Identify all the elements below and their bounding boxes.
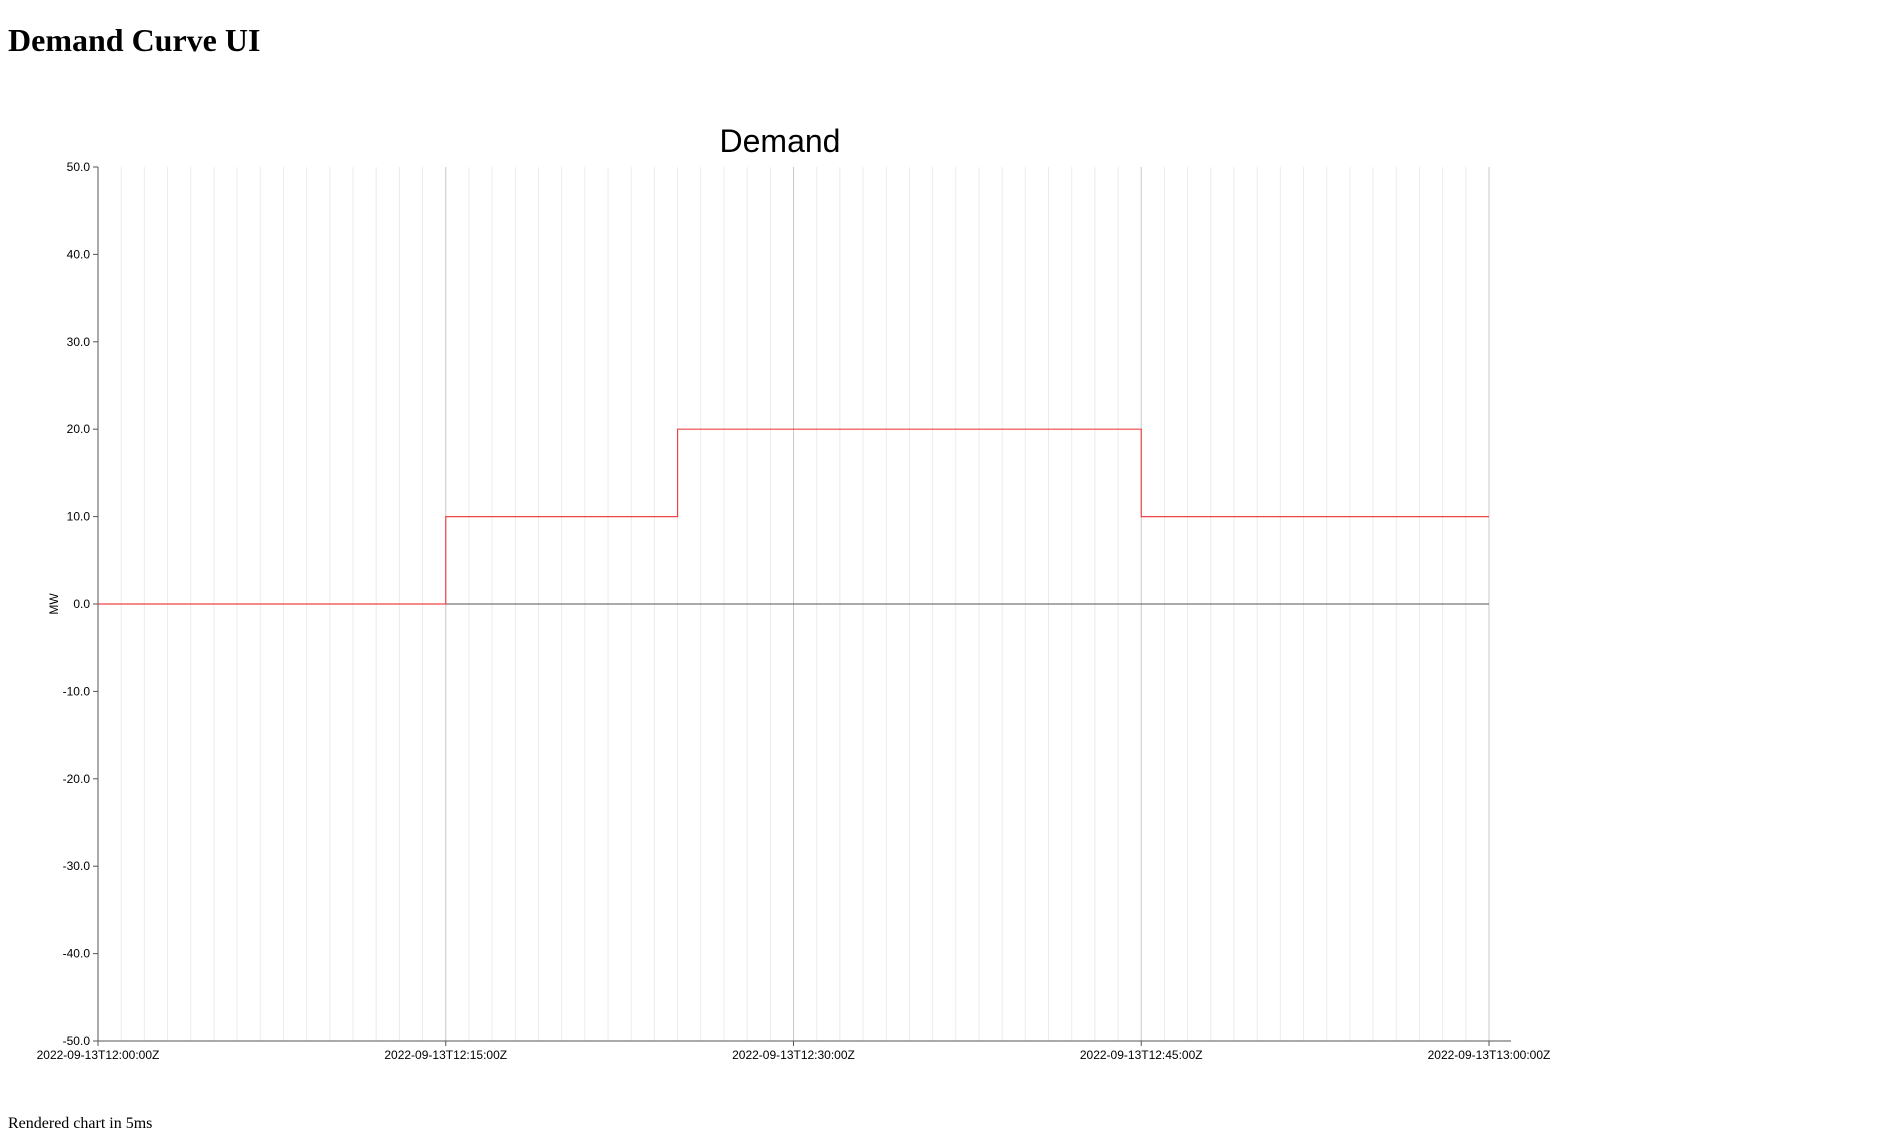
y-axis-label: MW — [47, 593, 61, 615]
render-time-note: Rendered chart in 5ms — [8, 1115, 153, 1132]
page-title: Demand Curve UI — [8, 22, 261, 58]
y-tick-label: 50.0 — [67, 160, 91, 174]
y-tick-label: 40.0 — [67, 247, 91, 261]
y-tick-label: -10.0 — [63, 684, 91, 698]
series-layer — [98, 428, 1489, 605]
y-tick-label: -30.0 — [63, 859, 91, 873]
y-tick-label: -50.0 — [63, 1034, 91, 1048]
y-tick-label: -40.0 — [63, 947, 91, 961]
demand-series-line — [98, 428, 1489, 605]
x-tick-label: 2022-09-13T12:45:00Z — [1080, 1048, 1203, 1062]
x-tick-label: 2022-09-13T12:30:00Z — [732, 1048, 855, 1062]
y-tick-label: 0.0 — [73, 597, 90, 611]
tick-labels: 50.0 40.0 30.0 20.0 10.0 0.0 -10.0 -20.0 -30.0 -4… — [37, 160, 1551, 1062]
x-tick-label: 2022-09-13T13:00:00Z — [1428, 1048, 1551, 1062]
y-tick-label: 20.0 — [67, 422, 91, 436]
x-tick-label: 2022-09-13T12:00:00Z — [37, 1048, 160, 1062]
axes — [93, 166, 1511, 1046]
x-tick-label: 2022-09-13T12:15:00Z — [384, 1048, 507, 1062]
chart-title: Demand — [720, 123, 841, 159]
y-tick-label: 10.0 — [67, 510, 91, 524]
y-tick-label: -20.0 — [63, 772, 91, 786]
y-tick-label: 30.0 — [67, 335, 91, 349]
